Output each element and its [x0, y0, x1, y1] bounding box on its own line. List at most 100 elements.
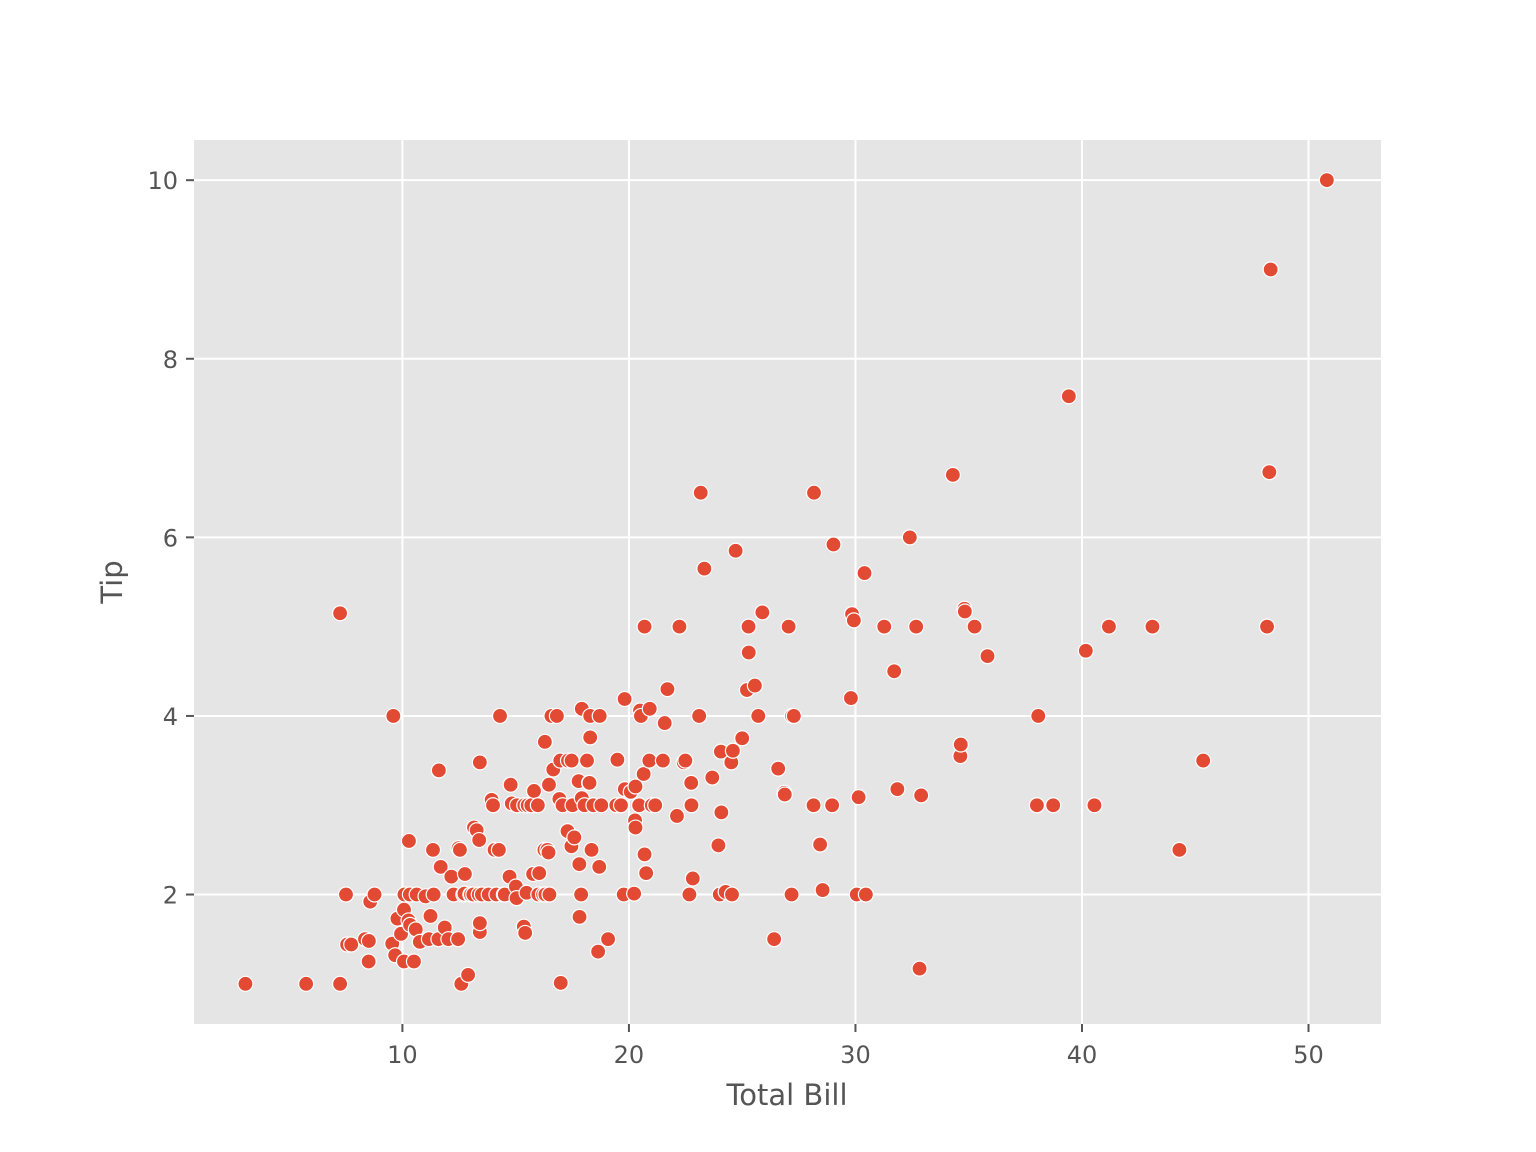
data-point — [599, 931, 617, 948]
data-point — [593, 797, 610, 814]
data-point — [366, 886, 383, 903]
data-point — [754, 604, 771, 621]
data-point — [385, 707, 402, 725]
y-tick-label: 8 — [163, 346, 178, 374]
data-point — [573, 886, 590, 903]
data-point — [502, 776, 519, 793]
data-point — [966, 618, 983, 635]
data-point — [517, 924, 534, 942]
data-point — [1261, 464, 1278, 481]
data-point — [684, 870, 701, 887]
data-point — [627, 819, 644, 836]
data-point — [734, 730, 751, 747]
data-point — [1086, 797, 1103, 814]
data-point — [432, 858, 449, 875]
data-point — [531, 864, 548, 882]
data-point — [405, 953, 423, 970]
x-tick-label: 50 — [1293, 1041, 1324, 1069]
data-point — [525, 782, 543, 800]
data-point — [422, 907, 439, 925]
data-point — [696, 560, 713, 577]
data-point — [616, 690, 633, 708]
data-point — [1171, 841, 1188, 858]
data-point — [1028, 797, 1046, 814]
data-point — [979, 648, 996, 665]
data-point — [425, 886, 442, 903]
x-tick-label: 30 — [840, 1041, 871, 1069]
data-point — [571, 908, 588, 925]
data-point — [913, 787, 930, 804]
data-point — [740, 644, 757, 661]
data-point — [713, 804, 730, 821]
data-point — [1195, 752, 1212, 769]
data-point — [1144, 618, 1161, 635]
data-point — [636, 618, 653, 635]
data-point — [677, 752, 694, 769]
data-point — [886, 663, 903, 680]
data-point — [332, 975, 349, 992]
data-point — [582, 729, 599, 746]
y-tick-label: 4 — [163, 703, 178, 731]
data-point — [626, 885, 643, 902]
data-point — [785, 707, 802, 725]
data-point — [805, 484, 823, 501]
data-point — [1262, 261, 1279, 278]
data-point — [704, 769, 721, 786]
data-point — [656, 714, 673, 732]
axis-ticks: 10 20 30 40 50 2 4 6 8 10 — [147, 167, 1323, 1069]
data-point — [825, 536, 842, 553]
data-point — [541, 886, 558, 903]
data-point — [1318, 172, 1335, 189]
data-point — [360, 953, 377, 970]
data-point — [956, 603, 973, 620]
data-point — [911, 960, 928, 977]
x-tick-label: 40 — [1067, 1041, 1098, 1069]
data-point — [850, 789, 867, 806]
data-point — [944, 466, 961, 483]
data-point — [845, 612, 862, 629]
data-point — [451, 841, 469, 858]
data-point — [456, 865, 474, 883]
data-point — [298, 975, 315, 992]
data-point — [691, 707, 708, 725]
data-point — [578, 752, 596, 769]
data-point — [750, 707, 767, 725]
data-point — [654, 752, 672, 769]
data-point — [360, 932, 377, 950]
data-point — [337, 886, 355, 903]
data-point — [471, 914, 488, 932]
data-point — [1100, 618, 1118, 635]
data-point — [641, 752, 658, 769]
data-point — [491, 707, 509, 725]
data-point — [780, 618, 797, 635]
data-point — [724, 742, 742, 759]
y-tick-label: 2 — [163, 882, 178, 910]
data-points — [237, 172, 1335, 992]
data-point — [1258, 618, 1276, 635]
data-point — [636, 846, 653, 863]
data-point — [566, 829, 583, 846]
data-point — [459, 966, 477, 983]
data-point — [424, 841, 442, 858]
data-point — [740, 618, 757, 635]
data-point — [842, 689, 860, 707]
data-point — [627, 778, 644, 795]
data-point — [635, 765, 652, 783]
x-tick-label: 10 — [387, 1041, 418, 1069]
data-point — [571, 856, 588, 873]
data-point — [857, 886, 874, 903]
data-point — [908, 618, 925, 635]
data-point — [450, 931, 467, 948]
data-point — [901, 529, 918, 546]
data-point — [609, 751, 626, 768]
data-point — [591, 858, 608, 875]
data-point — [536, 733, 553, 750]
data-point — [805, 797, 822, 814]
data-point — [638, 864, 655, 882]
data-point — [856, 564, 873, 582]
x-axis-title: Total Bill — [725, 1078, 847, 1112]
data-point — [647, 797, 664, 814]
data-point — [548, 707, 565, 725]
data-point — [776, 786, 793, 803]
